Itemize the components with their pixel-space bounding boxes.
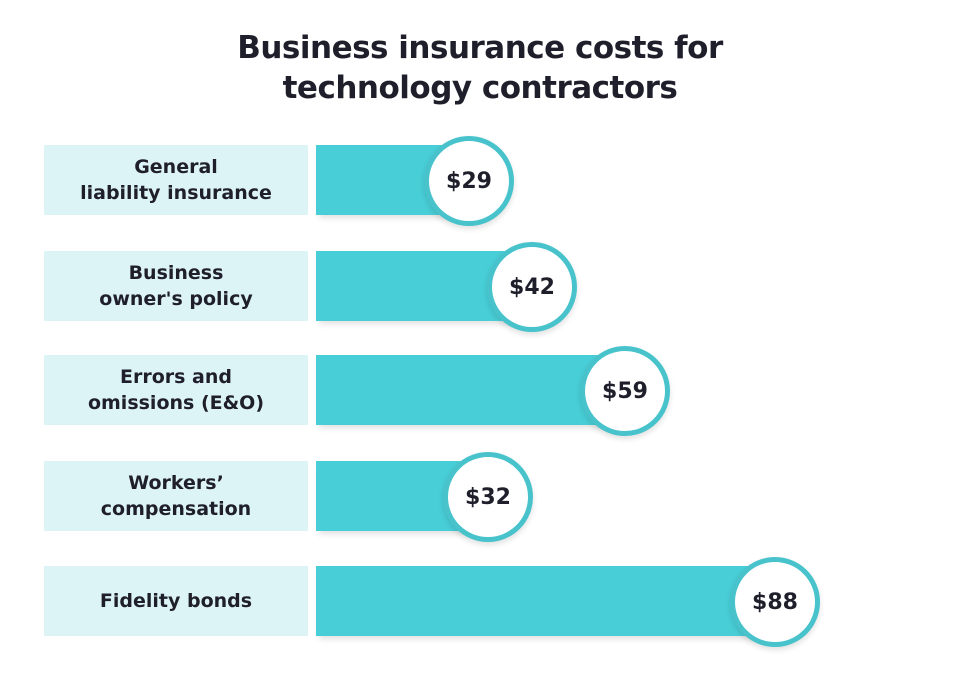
category-label-line1: Workers’ [128,472,224,494]
chart-title: Business insurance costs for technology … [0,28,960,108]
category-label-line2: omissions (E&O) [87,392,265,414]
bar-row-general-liability: General liability insurance $29 [0,136,960,226]
category-label-line1: General [134,156,218,178]
bar [316,566,772,636]
category-label-line1: Fidelity bonds [99,590,253,612]
value-bubble: $42 [487,242,577,332]
category-label-line1: Errors and [119,366,232,388]
category-label: General liability insurance [44,145,308,215]
value-bubble: $32 [443,452,533,542]
chart-title-line2: technology contractors [282,70,678,106]
value-bubble: $59 [580,346,670,436]
category-label: Business owner's policy [44,251,308,321]
bar-row-errors-omissions: Errors and omissions (E&O) $59 [0,346,960,436]
category-label: Fidelity bonds [44,566,308,636]
bar-row-fidelity-bonds: Fidelity bonds $88 [0,557,960,647]
category-label-line2: liability insurance [80,182,272,204]
category-label-line1: Business [128,262,224,284]
bar-row-workers-compensation: Workers’ compensation $32 [0,452,960,542]
category-label: Workers’ compensation [44,461,308,531]
value-bubble: $88 [730,557,820,647]
value-bubble: $29 [424,136,514,226]
category-label-line2: compensation [100,498,252,520]
bar [316,355,622,425]
category-label: Errors and omissions (E&O) [44,355,308,425]
chart-title-line1: Business insurance costs for [237,30,723,66]
category-label-line2: owner's policy [99,288,253,310]
bar-row-business-owners-policy: Business owner's policy $42 [0,242,960,332]
